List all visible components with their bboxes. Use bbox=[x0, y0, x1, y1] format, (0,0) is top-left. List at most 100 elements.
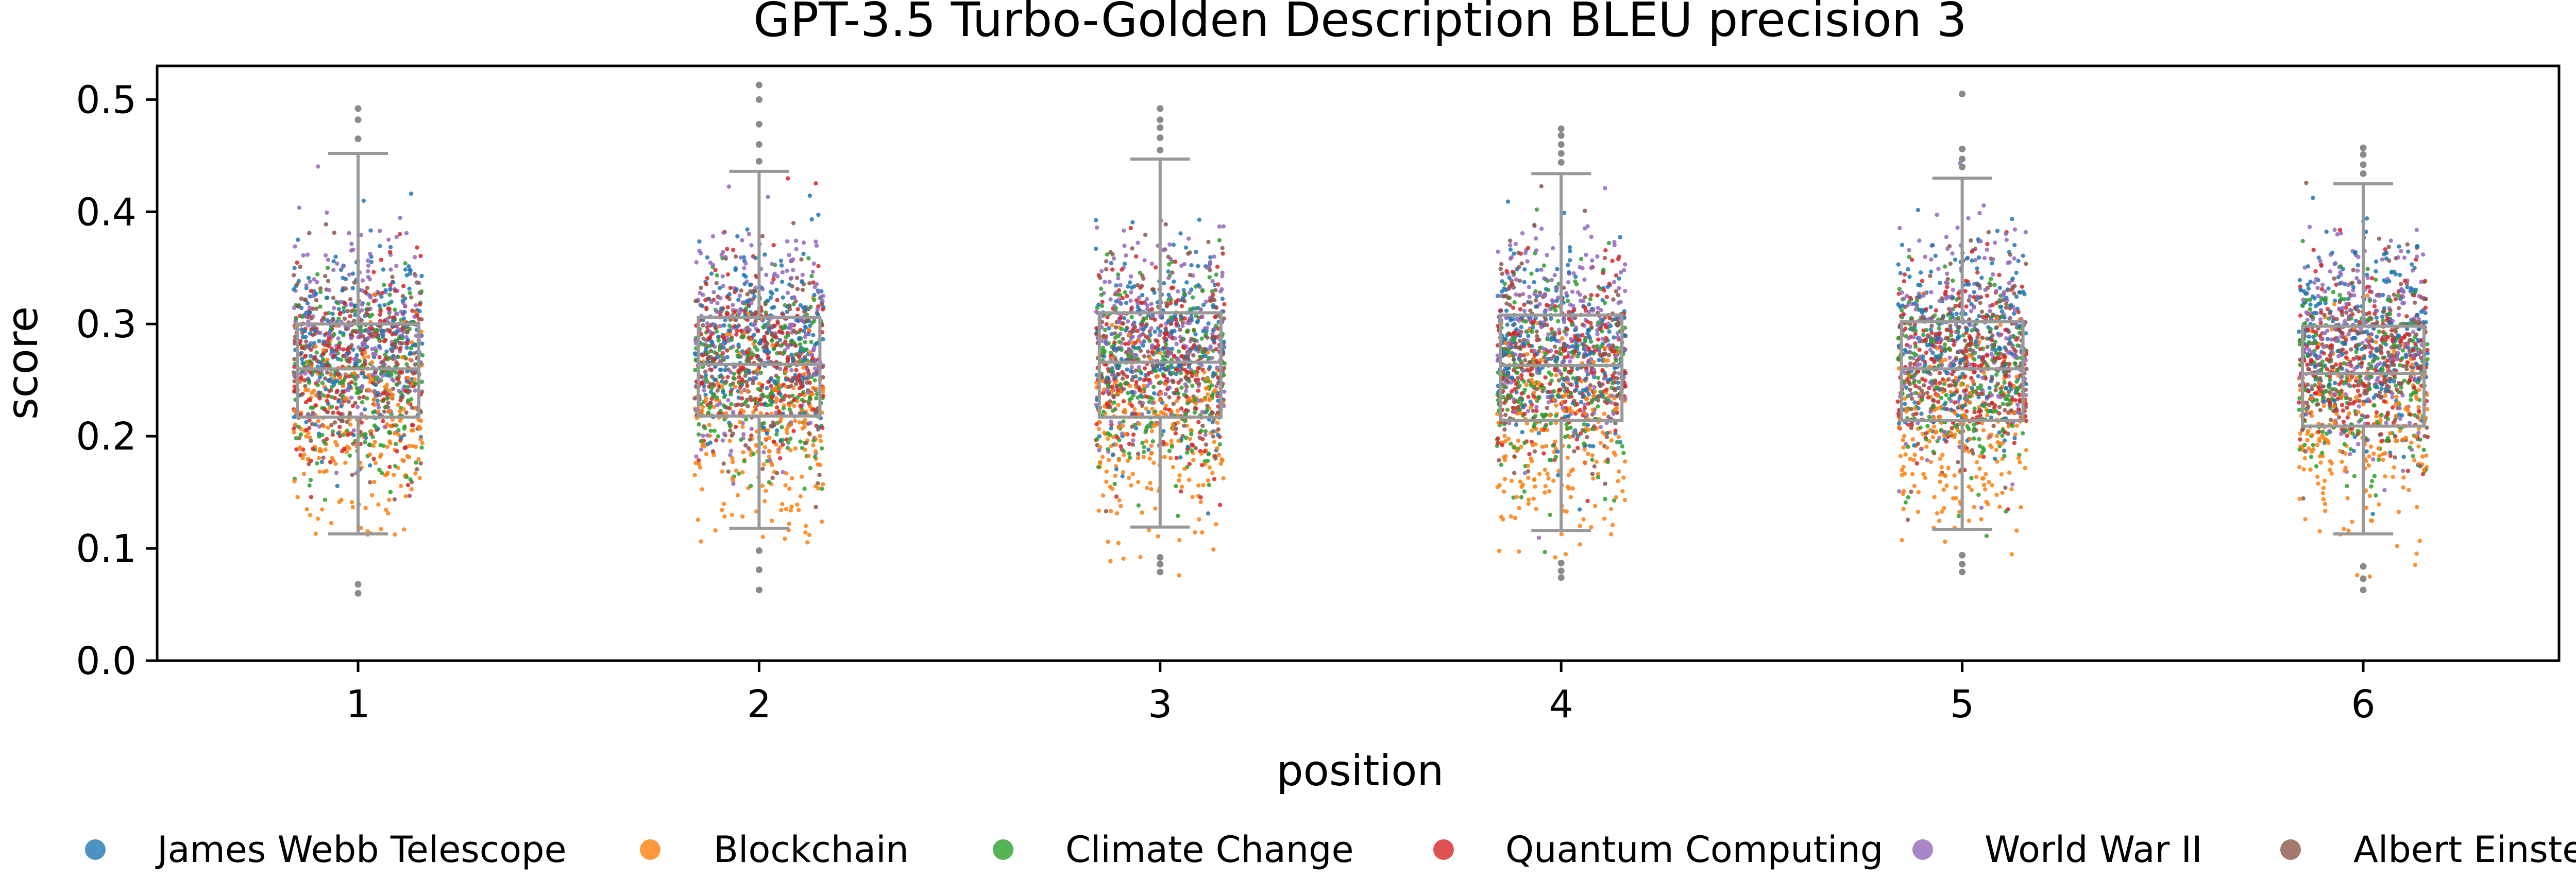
data-point bbox=[716, 355, 720, 359]
data-point bbox=[750, 297, 755, 302]
data-point bbox=[821, 482, 825, 487]
data-point bbox=[723, 368, 727, 372]
data-point bbox=[716, 338, 721, 343]
data-point bbox=[1149, 487, 1154, 492]
data-point bbox=[352, 371, 357, 376]
data-point bbox=[1094, 422, 1099, 427]
data-point bbox=[745, 330, 751, 334]
data-point bbox=[1210, 392, 1215, 397]
data-point bbox=[323, 274, 328, 279]
data-point bbox=[1124, 301, 1129, 305]
data-point bbox=[404, 231, 409, 235]
data-point bbox=[768, 398, 773, 403]
data-point bbox=[406, 264, 411, 269]
data-point bbox=[387, 497, 392, 502]
data-point bbox=[767, 480, 772, 485]
data-point bbox=[1604, 435, 1609, 440]
data-point bbox=[292, 357, 297, 361]
data-point bbox=[342, 316, 347, 321]
data-point bbox=[361, 198, 366, 203]
data-point bbox=[1171, 422, 1175, 427]
data-point bbox=[727, 323, 732, 328]
data-point bbox=[731, 481, 736, 486]
data-point bbox=[735, 324, 739, 330]
data-point bbox=[726, 398, 731, 403]
data-point bbox=[1571, 308, 1577, 313]
data-point bbox=[753, 255, 758, 261]
data-point bbox=[1115, 364, 1120, 368]
data-point bbox=[764, 272, 769, 277]
data-point bbox=[776, 450, 781, 455]
data-point bbox=[370, 435, 375, 439]
data-point bbox=[374, 377, 378, 382]
data-point bbox=[1116, 334, 1121, 338]
data-point bbox=[720, 351, 725, 356]
data-point bbox=[409, 346, 413, 351]
data-point bbox=[1114, 283, 1118, 288]
data-point bbox=[787, 282, 792, 287]
data-point bbox=[1213, 388, 1217, 392]
data-point bbox=[1611, 297, 1616, 302]
data-point bbox=[735, 353, 740, 358]
data-point bbox=[320, 372, 325, 377]
data-point bbox=[321, 424, 326, 428]
data-point bbox=[804, 312, 809, 317]
data-point bbox=[1147, 400, 1152, 404]
data-point bbox=[382, 362, 387, 367]
data-point bbox=[379, 257, 384, 262]
data-point bbox=[737, 375, 741, 379]
data-point bbox=[769, 390, 774, 395]
data-point bbox=[787, 407, 792, 412]
data-point bbox=[700, 405, 705, 409]
data-point bbox=[741, 334, 746, 339]
data-point bbox=[1518, 307, 1523, 312]
data-point bbox=[1140, 403, 1145, 408]
data-point bbox=[1154, 422, 1159, 427]
data-point bbox=[815, 307, 820, 312]
data-point bbox=[1179, 304, 1184, 308]
data-point bbox=[784, 369, 789, 374]
data-point bbox=[758, 411, 764, 416]
data-point bbox=[769, 402, 773, 407]
data-point bbox=[334, 348, 339, 352]
data-point bbox=[1150, 406, 1155, 411]
data-point bbox=[292, 479, 297, 484]
data-point bbox=[1182, 316, 1187, 321]
data-point bbox=[1517, 383, 1522, 388]
data-point bbox=[1567, 258, 1572, 263]
data-point bbox=[786, 384, 791, 389]
data-point bbox=[405, 337, 410, 342]
data-point bbox=[1214, 347, 1219, 352]
data-point bbox=[338, 412, 343, 417]
data-point bbox=[1552, 367, 1557, 372]
data-point bbox=[800, 474, 804, 479]
data-point bbox=[352, 280, 357, 285]
data-point bbox=[313, 328, 317, 333]
data-point bbox=[1584, 369, 1589, 374]
data-point bbox=[342, 309, 346, 314]
data-point bbox=[358, 389, 363, 393]
data-point bbox=[1601, 267, 1606, 272]
data-point bbox=[1586, 427, 1591, 432]
data-point bbox=[1582, 402, 1587, 407]
data-point bbox=[803, 530, 808, 535]
data-point bbox=[693, 368, 698, 372]
data-point bbox=[1545, 472, 1550, 476]
data-point bbox=[346, 399, 351, 404]
data-point bbox=[300, 315, 305, 319]
data-point bbox=[729, 338, 734, 342]
data-point bbox=[740, 238, 744, 243]
data-point bbox=[317, 469, 322, 474]
data-point bbox=[1211, 434, 1215, 439]
data-point bbox=[789, 275, 794, 281]
data-point bbox=[388, 287, 393, 292]
data-point bbox=[295, 281, 300, 286]
data-point bbox=[365, 285, 370, 290]
data-point bbox=[1123, 341, 1128, 346]
data-point bbox=[702, 388, 706, 393]
data-point bbox=[351, 374, 355, 379]
data-point bbox=[1220, 297, 1225, 301]
data-point bbox=[798, 342, 803, 347]
data-point bbox=[785, 268, 789, 273]
data-point bbox=[789, 368, 794, 373]
